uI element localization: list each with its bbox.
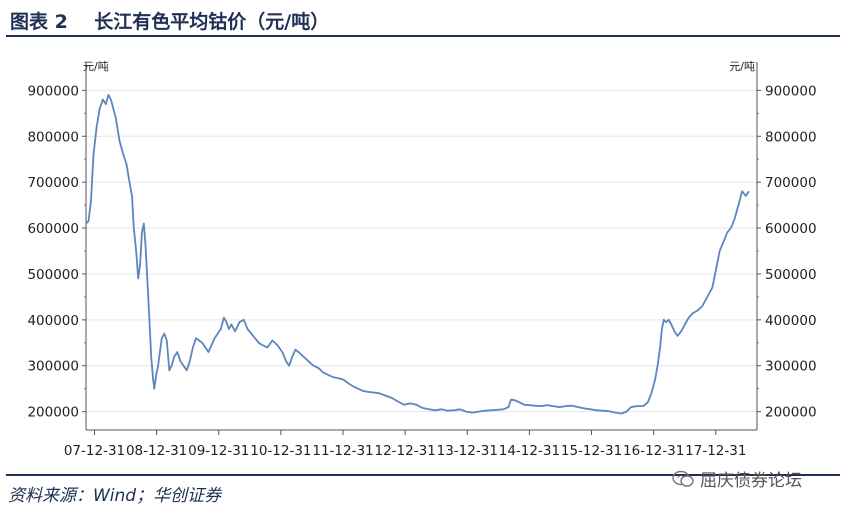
y-tick-label-left: 300000	[27, 359, 79, 375]
x-tick-label: 09-12-31	[188, 443, 249, 459]
y-tick-label-right: 900000	[765, 83, 817, 99]
wechat-icon	[672, 470, 694, 487]
figure-title: 图表 2 长江有色平均钴价（元/吨）	[10, 11, 330, 33]
y-tick-label-left: 500000	[27, 267, 79, 283]
watermark: 屈庆债券论坛	[672, 466, 802, 491]
source-note: 资料来源：Wind；华创证券	[8, 486, 222, 506]
watermark-text: 屈庆债券论坛	[700, 471, 802, 491]
y-tick-label-left: 600000	[27, 221, 79, 237]
y-tick-label-right: 600000	[765, 221, 817, 237]
y-tick-label-right: 200000	[765, 405, 817, 421]
y-unit-right: 元/吨	[729, 60, 755, 73]
y-tick-label-left: 900000	[27, 83, 79, 99]
y-tick-label-right: 500000	[765, 267, 817, 283]
y-unit-left: 元/吨	[83, 60, 109, 73]
source-rule	[6, 474, 840, 476]
x-tick-label: 13-12-31	[437, 443, 498, 459]
x-tick-label: 08-12-31	[126, 443, 187, 459]
y-tick-label-left: 200000	[27, 405, 79, 421]
y-tick-label-right: 700000	[765, 175, 817, 191]
y-tick-label-right: 300000	[765, 359, 817, 375]
y-tick-label-right: 400000	[765, 313, 817, 329]
x-tick-label: 12-12-31	[375, 443, 436, 459]
series-line	[85, 94, 750, 415]
x-tick-label: 10-12-31	[250, 443, 311, 459]
x-tick-label: 15-12-31	[561, 443, 622, 459]
x-tick-label: 16-12-31	[623, 443, 684, 459]
x-tick-label: 14-12-31	[499, 443, 560, 459]
y-tick-label-right: 800000	[765, 129, 817, 145]
x-tick-label: 07-12-31	[64, 443, 125, 459]
x-tick-label: 17-12-31	[685, 443, 746, 459]
y-tick-label-left: 800000	[27, 129, 79, 145]
figure-header: 图表 2 长江有色平均钴价（元/吨）	[6, 4, 842, 33]
x-tick-label: 11-12-31	[312, 443, 373, 459]
y-tick-label-left: 400000	[27, 313, 79, 329]
y-tick-label-left: 700000	[27, 175, 79, 191]
title-rule	[6, 35, 840, 37]
